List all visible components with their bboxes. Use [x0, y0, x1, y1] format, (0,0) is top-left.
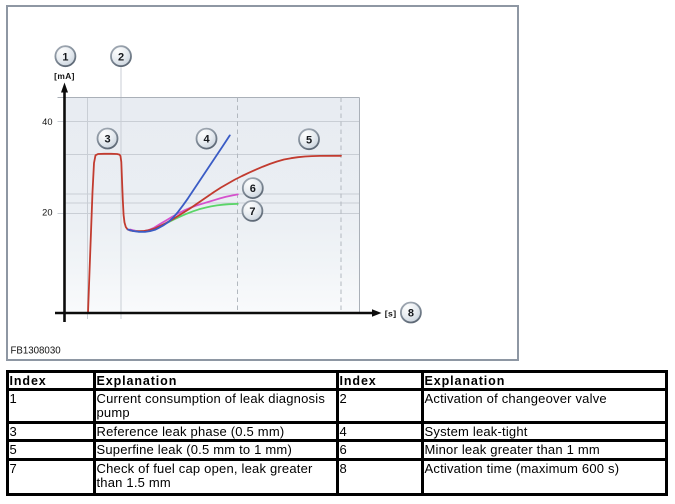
- svg-text:1: 1: [62, 51, 68, 63]
- svg-text:7: 7: [249, 206, 255, 218]
- svg-text:FB1308030: FB1308030: [11, 345, 62, 356]
- svg-text:40: 40: [42, 117, 52, 127]
- svg-text:5: 5: [306, 134, 312, 146]
- svg-text:[s]: [s]: [385, 308, 397, 318]
- svg-text:6: 6: [250, 183, 256, 195]
- svg-text:20: 20: [42, 208, 52, 218]
- svg-text:3: 3: [104, 134, 110, 146]
- svg-text:[mA]: [mA]: [54, 71, 75, 81]
- svg-text:8: 8: [408, 308, 414, 320]
- svg-text:2: 2: [118, 51, 124, 63]
- svg-text:4: 4: [203, 134, 210, 146]
